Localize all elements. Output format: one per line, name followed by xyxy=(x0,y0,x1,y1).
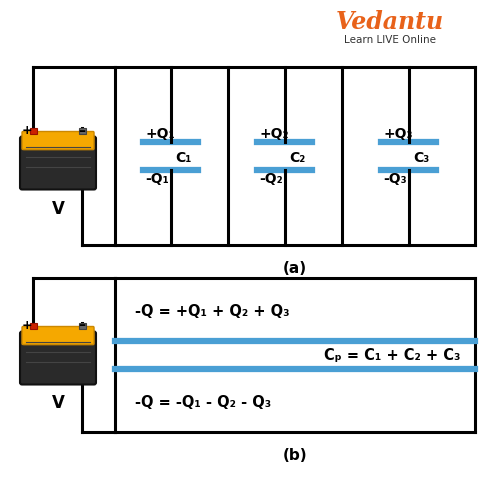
Text: -Q = -Q₁ - Q₂ - Q₃: -Q = -Q₁ - Q₂ - Q₃ xyxy=(135,395,271,410)
Text: C₁: C₁ xyxy=(175,151,191,165)
Text: +Q₁: +Q₁ xyxy=(145,127,175,141)
Bar xyxy=(30,323,37,328)
Text: Vedantu: Vedantu xyxy=(336,10,444,34)
Bar xyxy=(79,128,86,133)
Text: –: – xyxy=(79,123,85,137)
Text: -Q₂: -Q₂ xyxy=(260,172,283,186)
Text: -Q = +Q₁ + Q₂ + Q₃: -Q = +Q₁ + Q₂ + Q₃ xyxy=(135,304,290,319)
Text: Learn LIVE Online: Learn LIVE Online xyxy=(344,35,436,45)
Bar xyxy=(23,327,93,344)
Bar xyxy=(79,323,86,328)
Text: V: V xyxy=(52,395,64,412)
FancyBboxPatch shape xyxy=(20,332,96,384)
Bar xyxy=(30,128,37,133)
Text: +Q₃: +Q₃ xyxy=(383,127,413,141)
Text: –: – xyxy=(79,319,85,333)
Text: (a): (a) xyxy=(283,261,307,276)
Text: (b): (b) xyxy=(283,448,307,463)
FancyBboxPatch shape xyxy=(22,132,94,149)
FancyBboxPatch shape xyxy=(20,136,96,190)
Text: V: V xyxy=(52,200,64,217)
FancyBboxPatch shape xyxy=(22,326,94,345)
Text: -Q₃: -Q₃ xyxy=(383,172,407,186)
Text: +: + xyxy=(22,124,32,137)
Text: Cₚ = C₁ + C₂ + C₃: Cₚ = C₁ + C₂ + C₃ xyxy=(324,348,460,362)
Text: C₃: C₃ xyxy=(413,151,429,165)
Bar xyxy=(23,132,93,148)
Text: C₂: C₂ xyxy=(289,151,305,165)
Text: -Q₁: -Q₁ xyxy=(145,172,169,186)
Text: +: + xyxy=(22,319,32,332)
Text: +Q₂: +Q₂ xyxy=(260,127,289,141)
